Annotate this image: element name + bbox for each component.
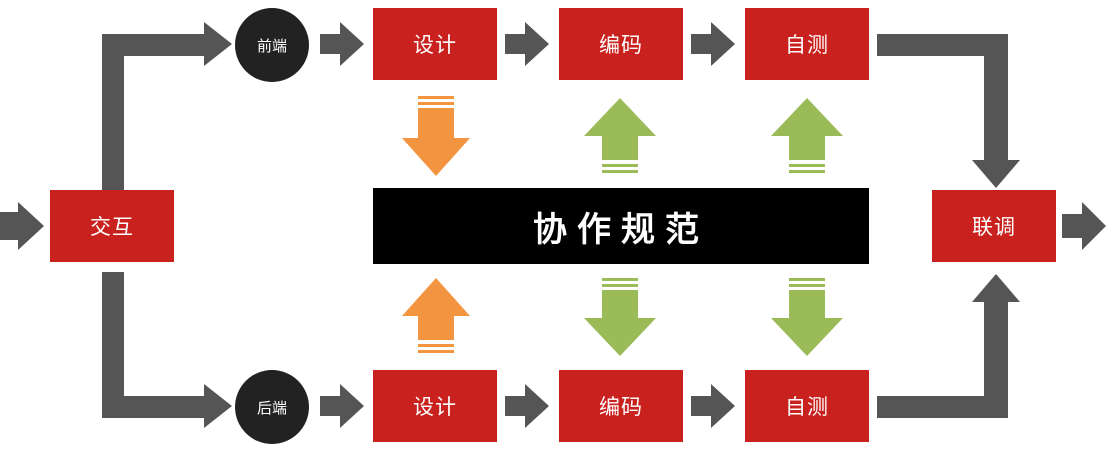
node-bottom-selftest: 自测 [745,370,869,442]
arrow-backend-to-design [320,384,364,428]
exit-arrow [1062,202,1106,250]
green-arrow-down-to-bottom-coding [584,278,656,356]
node-top-design: 设计 [373,8,497,80]
arrow-top-design-to-coding [505,22,549,66]
elbow-arrow-bottom-selftest-to-integration [877,274,1020,418]
arrow-frontend-to-design [320,22,364,66]
arrow-bottom-coding-to-selftest [691,384,735,428]
arrow-top-coding-to-selftest [691,22,735,66]
orange-arrow-up [402,278,470,353]
elbow-arrow-top-selftest-to-integration [877,34,1020,188]
node-integration: 联调 [932,190,1056,262]
collaboration-standard-banner: 协作规范 [373,188,869,264]
node-bottom-design: 设计 [373,370,497,442]
node-top-selftest: 自测 [745,8,869,80]
node-frontend: 前端 [235,8,309,82]
node-top-coding: 编码 [559,8,683,80]
orange-arrow-down [402,96,470,176]
node-bottom-coding: 编码 [559,370,683,442]
green-arrow-down-to-bottom-selftest [771,278,843,356]
elbow-arrow-to-backend [102,272,232,428]
node-interaction: 交互 [50,190,174,262]
green-arrow-up-to-top-selftest [771,98,843,173]
elbow-arrow-to-frontend [102,22,232,190]
entry-arrow [0,202,44,250]
green-arrow-up-to-top-coding [584,98,656,173]
node-backend: 后端 [235,370,309,444]
arrow-bottom-design-to-coding [505,384,549,428]
